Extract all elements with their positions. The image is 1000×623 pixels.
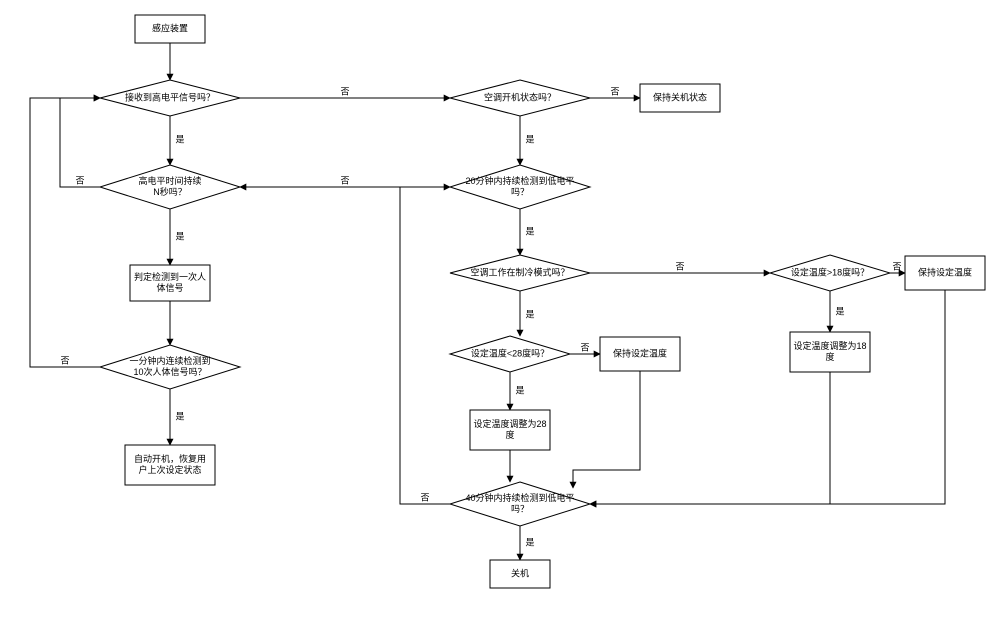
svg-text:设定温度<28度吗？: 设定温度<28度吗？ [471, 347, 549, 358]
svg-text:吗？: 吗？ [511, 504, 529, 514]
svg-text:是: 是 [525, 309, 534, 319]
svg-text:否: 否 [675, 261, 684, 271]
svg-text:是: 是 [175, 231, 184, 241]
svg-text:吗？: 吗？ [511, 187, 529, 197]
svg-text:判定检测到一次人: 判定检测到一次人 [134, 271, 206, 282]
svg-text:是: 是 [525, 537, 534, 547]
svg-text:保持设定温度: 保持设定温度 [613, 347, 667, 358]
svg-text:一分钟内连续检测到: 一分钟内连续检测到 [129, 355, 210, 366]
svg-text:体信号: 体信号 [156, 282, 183, 293]
svg-text:自动开机，恢复用: 自动开机，恢复用 [134, 453, 206, 464]
svg-text:度: 度 [505, 429, 514, 440]
svg-text:空调开机状态吗？: 空调开机状态吗？ [484, 91, 556, 102]
svg-text:保持关机状态: 保持关机状态 [653, 91, 707, 102]
svg-text:否: 否 [892, 261, 901, 271]
svg-text:关机: 关机 [511, 567, 529, 578]
flowchart-canvas: 否是否是否是是否否是否是否是否是是否感应装置接收到高电平信号吗？空调开机状态吗？… [0, 0, 1000, 623]
svg-text:40分钟内持续检测到低电平: 40分钟内持续检测到低电平 [465, 492, 574, 503]
svg-text:是: 是 [175, 411, 184, 421]
svg-text:是: 是 [525, 226, 534, 236]
svg-text:N秒吗？: N秒吗？ [153, 186, 187, 197]
svg-text:否: 否 [75, 175, 84, 185]
svg-text:度: 度 [825, 351, 834, 362]
svg-text:20分钟内持续检测到低电平: 20分钟内持续检测到低电平 [465, 175, 574, 186]
svg-text:10次人体信号吗？: 10次人体信号吗？ [133, 366, 206, 377]
edge [60, 98, 100, 187]
svg-text:否: 否 [420, 492, 429, 502]
svg-text:接收到高电平信号吗？: 接收到高电平信号吗？ [125, 91, 215, 102]
svg-text:否: 否 [610, 86, 619, 96]
edge [590, 372, 830, 504]
svg-text:否: 否 [340, 175, 349, 185]
edge [400, 187, 450, 504]
svg-text:户上次设定状态: 户上次设定状态 [138, 464, 201, 475]
edge [590, 290, 945, 504]
svg-text:设定温度>18度吗？: 设定温度>18度吗？ [791, 266, 869, 277]
svg-text:否: 否 [580, 342, 589, 352]
svg-text:是: 是 [515, 385, 524, 395]
svg-text:是: 是 [835, 306, 844, 316]
svg-text:设定温度调整为18: 设定温度调整为18 [793, 340, 866, 351]
edge [573, 371, 640, 488]
svg-text:设定温度调整为28: 设定温度调整为28 [473, 418, 546, 429]
svg-text:空调工作在制冷模式吗？: 空调工作在制冷模式吗？ [470, 266, 569, 277]
svg-text:感应装置: 感应装置 [152, 22, 188, 33]
svg-text:高电平时间持续: 高电平时间持续 [138, 175, 201, 186]
edge [30, 98, 100, 367]
svg-text:否: 否 [60, 355, 69, 365]
svg-text:是: 是 [525, 134, 534, 144]
svg-text:否: 否 [340, 86, 349, 96]
svg-text:保持设定温度: 保持设定温度 [918, 266, 972, 277]
svg-text:是: 是 [175, 134, 184, 144]
